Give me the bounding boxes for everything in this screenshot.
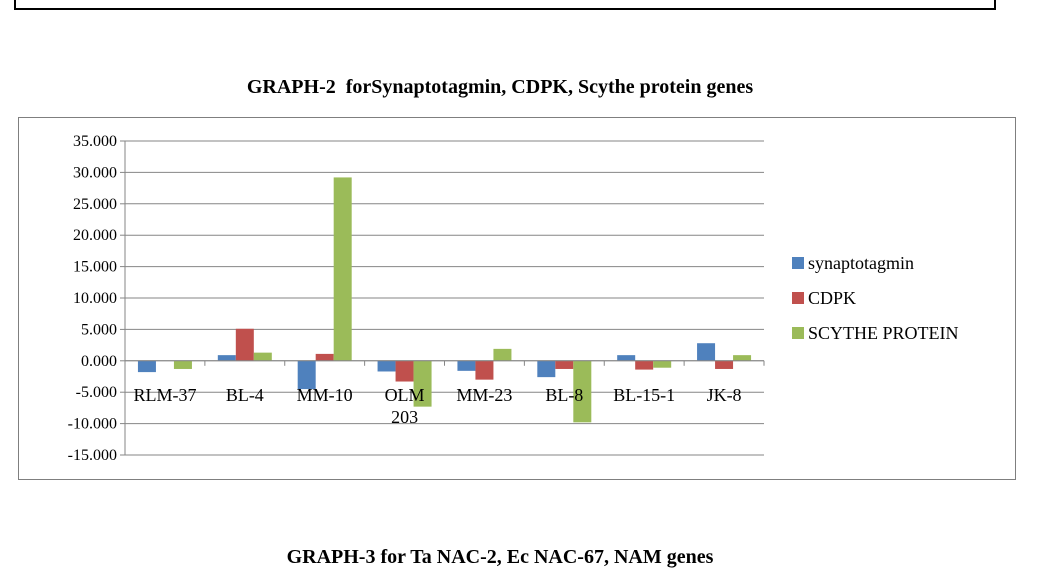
chart-frame: 35.000 30.000 25.000 20.000 15.000 10.000 5.00… [18,117,1016,480]
bar-scythe-protein [253,352,272,361]
bar-scythe-protein [733,355,752,361]
bar-cdpk [555,360,574,369]
bar-synaptotagmin [217,355,236,361]
bar-scythe-protein [333,177,352,361]
y-tick-label: -10.000 [68,416,117,433]
bar-synaptotagmin [297,360,316,390]
bar-synaptotagmin [617,355,636,361]
graph2-heading: GRAPH-2 forSynaptotagmin, CDPK, Scythe p… [246,76,754,98]
bar-synaptotagmin [137,360,156,373]
x-category-label: JK-8 [707,385,742,405]
bar-cdpk [635,360,654,370]
x-category-label: MM-23 [456,385,512,405]
y-tick-label: 30.000 [73,164,117,181]
x-category-label: OLM [385,385,425,405]
bar-synaptotagmin [457,360,476,371]
y-tick-label: 15.000 [73,259,117,276]
y-tick-label: 25.000 [73,196,117,213]
bar-cdpk [315,353,334,361]
y-tick-label: 10.000 [73,290,117,307]
legend-label: synaptotagmin [808,253,914,273]
bar-cdpk [715,360,734,369]
x-category-label: BL-4 [226,385,264,405]
bar-scythe-protein [653,360,672,368]
bar-chart: 35.000 30.000 25.000 20.000 15.000 10.000 5.00… [68,133,959,464]
bar-cdpk [475,360,494,380]
y-tick-label: -5.000 [76,384,117,401]
legend-label: CDPK [808,288,856,308]
bar-synaptotagmin [697,343,716,361]
bar-scythe-protein [573,360,592,423]
bar-scythe-protein [493,348,512,361]
graph3-heading: GRAPH-3 for Ta NAC-2, Ec NAC-67, NAM gen… [286,546,714,568]
y-tick-label: -15.000 [68,447,117,464]
bar-cdpk [235,328,254,361]
bar-cdpk [395,360,414,382]
legend-label: SCYTHE PROTEIN [808,323,959,343]
x-category-label: MM-10 [297,385,353,405]
previous-chart-frame-edge [14,0,996,10]
bar-synaptotagmin [377,360,396,372]
y-tick-label: 0.000 [81,353,117,370]
x-category-label: BL-8 [545,385,583,405]
y-tick-label: 20.000 [73,227,117,244]
y-tick-label: 35.000 [73,133,117,150]
legend-swatch [792,257,804,269]
bar-scythe-protein [413,360,432,407]
x-category-label: BL-15-1 [613,385,675,405]
bar-synaptotagmin [537,360,556,378]
legend-swatch [792,292,804,304]
x-category-label: RLM-37 [133,385,196,405]
bar-scythe-protein [173,360,192,369]
y-tick-label: 5.000 [81,321,117,338]
legend-swatch [792,327,804,339]
x-category-label: 203 [391,407,418,427]
